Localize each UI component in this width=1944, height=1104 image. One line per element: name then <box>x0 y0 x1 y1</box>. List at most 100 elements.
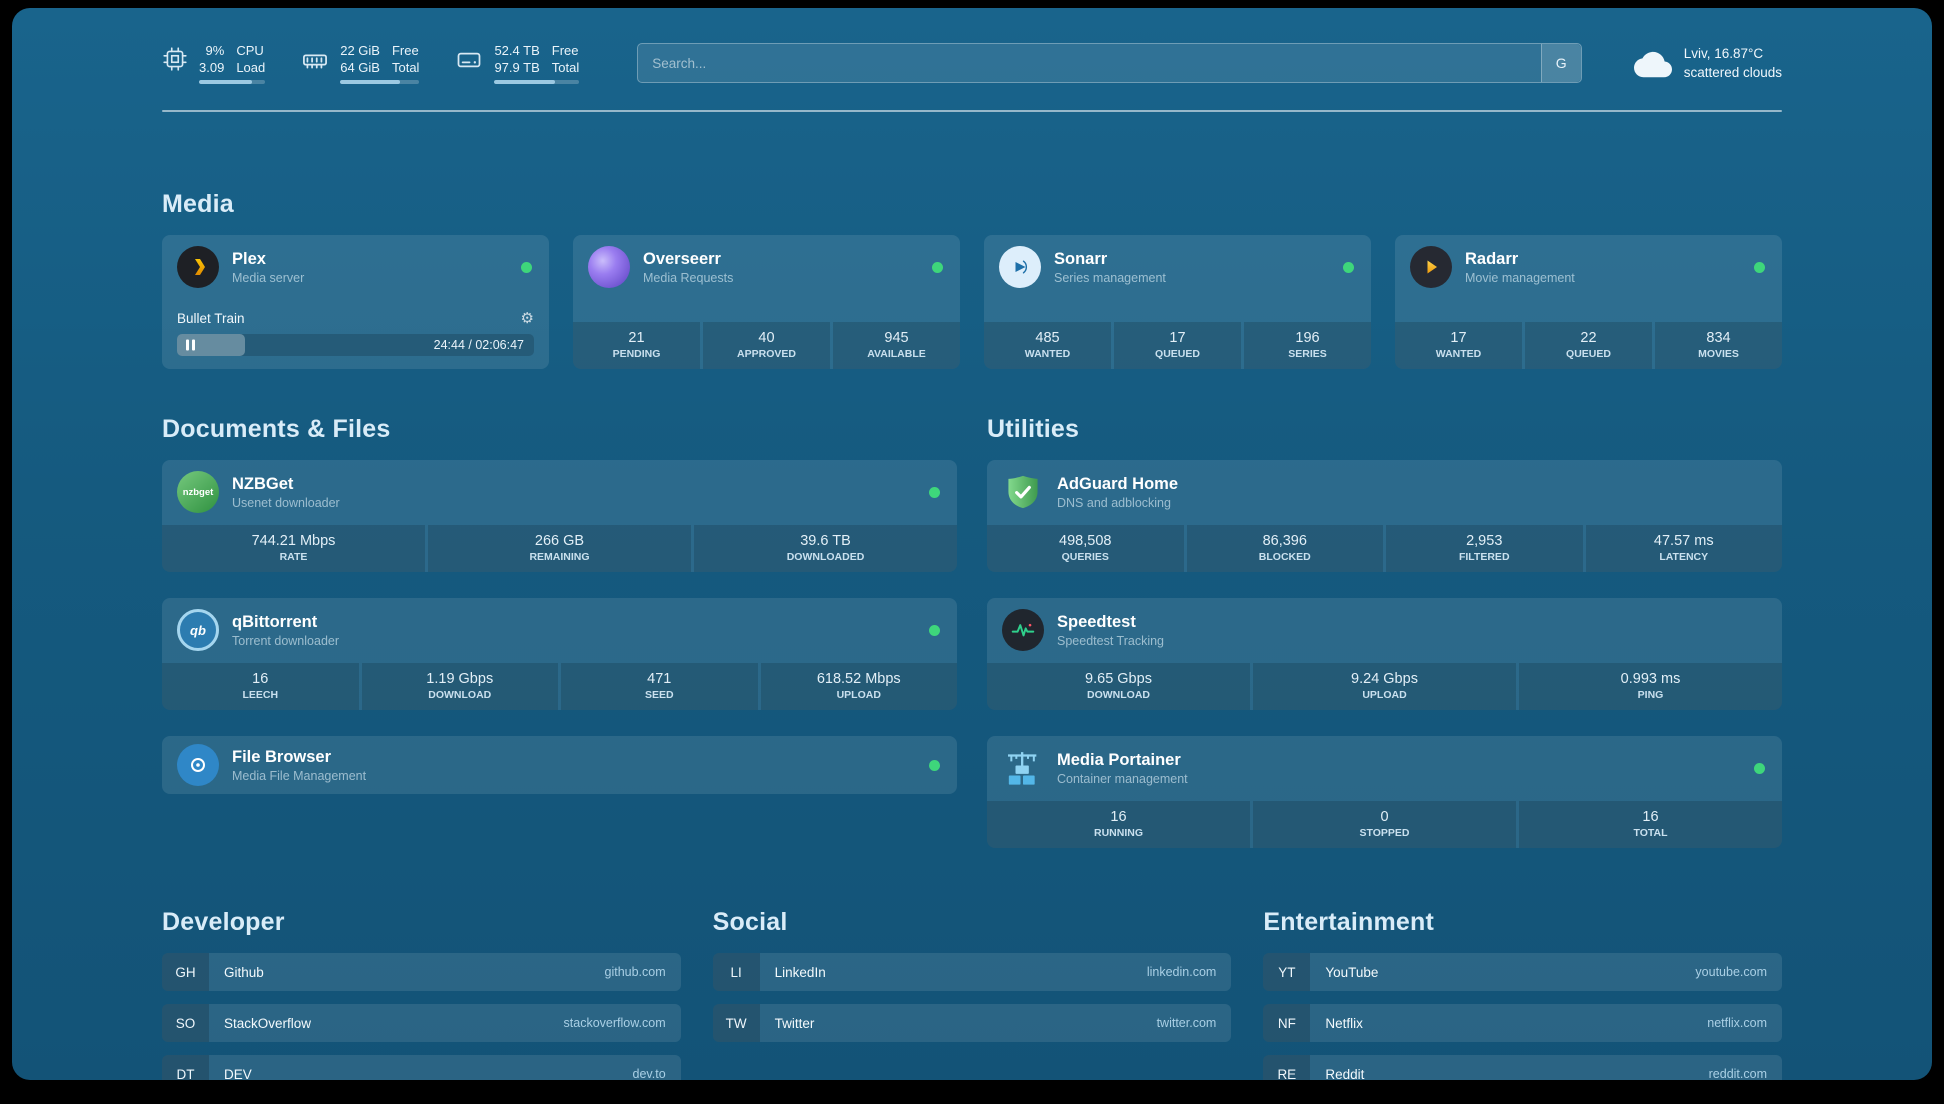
section-title-developer: Developer <box>162 908 285 936</box>
middle-columns: Documents & Files nzbget NZBGet Usenet d… <box>162 415 1782 848</box>
bookmark-netflix[interactable]: NF Netflix netflix.com <box>1263 1004 1782 1042</box>
stat-value: 86,396 <box>1262 533 1307 549</box>
nzbget-icon: nzbget <box>177 471 219 513</box>
service-stats: 17 WANTED 22 QUEUED 834 MOVIES <box>1395 322 1782 369</box>
status-dot <box>929 486 940 498</box>
section-title-social: Social <box>712 908 788 936</box>
service-text: Speedtest Speedtest Tracking <box>1057 612 1164 649</box>
service-card-plex[interactable]: Plex Media server Bullet Train ⚙ <box>162 235 549 369</box>
pause-icon[interactable] <box>186 339 195 351</box>
service-name: Media Portainer <box>1057 750 1181 769</box>
bookmark-group-developer: Developer GH Github github.com SO StackO… <box>162 908 681 1080</box>
status-dot <box>1343 261 1354 273</box>
service-card-sonarr[interactable]: Sonarr Series management 485 WANTED 17 QUE… <box>984 235 1371 369</box>
section-documents: Documents & Files nzbget NZBGet Usenet d… <box>162 415 957 848</box>
bookmark-abbr: GH <box>162 953 209 991</box>
bookmark-github[interactable]: GH Github github.com <box>162 953 681 991</box>
bookmark-twitter[interactable]: TW Twitter twitter.com <box>712 1004 1232 1042</box>
stat-value: 471 <box>647 671 672 687</box>
stat-label: APPROVED <box>737 348 796 360</box>
cpu-usage-bar <box>199 80 266 84</box>
service-head: Radarr Movie management <box>1395 235 1782 299</box>
stat-value: 266 GB <box>534 533 585 549</box>
bookmark-youtube[interactable]: YT YouTube youtube.com <box>1263 953 1782 991</box>
service-name: Sonarr <box>1054 249 1108 268</box>
bookmark-domain: netflix.com <box>1707 1016 1767 1030</box>
radarr-icon <box>1410 246 1452 288</box>
cpu-load: 3.09 <box>199 60 225 75</box>
stat-label: SERIES <box>1288 348 1327 360</box>
stat-value: 618.52 Mbps <box>816 671 901 687</box>
service-card-overseerr[interactable]: Overseerr Media Requests 21 PENDING 40 APP… <box>573 235 960 369</box>
stat: 86,396 BLOCKED <box>1186 525 1383 572</box>
stat: 266 GB REMAINING <box>428 525 691 572</box>
stat: 40 APPROVED <box>703 322 830 369</box>
bookmark-name: StackOverflow <box>224 1015 312 1031</box>
bookmark-name: YouTube <box>1325 964 1379 980</box>
stat-label: RATE <box>279 551 308 563</box>
stat: 834 MOVIES <box>1655 322 1782 369</box>
stat: 0 STOPPED <box>1253 801 1516 848</box>
playback-progress-bar[interactable]: 24:44 / 02:06:47 <box>177 334 534 356</box>
stat: 196 SERIES <box>1244 322 1371 369</box>
search-provider-button[interactable]: G <box>1540 44 1581 82</box>
sonarr-icon <box>999 246 1041 288</box>
weather-location: Lviv, 16.87°C <box>1683 46 1764 61</box>
service-text: NZBGet Usenet downloader <box>232 474 340 511</box>
service-card-adguard[interactable]: AdGuard Home DNS and adblocking 498,508 Q… <box>987 460 1782 572</box>
gear-icon[interactable]: ⚙ <box>520 310 534 327</box>
stat: 16 LEECH <box>162 663 359 710</box>
service-subtitle: Series management <box>1054 270 1166 285</box>
stat: 22 QUEUED <box>1525 322 1652 369</box>
stat: 744.21 Mbps RATE <box>162 525 425 572</box>
disk-usage-bar <box>494 80 580 84</box>
service-card-portainer[interactable]: Media Portainer Container management 16 R… <box>987 736 1782 848</box>
cpu-percent: 9% <box>205 43 225 58</box>
section-media: Media Plex Media server <box>162 190 1782 369</box>
bookmark-abbr: SO <box>162 1004 209 1042</box>
service-card-speedtest[interactable]: Speedtest Speedtest Tracking 9.65 Gbps DO… <box>987 598 1782 710</box>
service-head: Plex Media server <box>162 235 549 299</box>
bookmark-abbr: LI <box>712 953 760 991</box>
bookmarks: Developer GH Github github.com SO StackO… <box>162 908 1782 1080</box>
status-dot <box>1754 762 1765 774</box>
search-input[interactable] <box>637 43 1582 83</box>
stat-value: 834 <box>1706 330 1731 346</box>
status-dot <box>932 261 943 273</box>
disk-free: 52.4 TB <box>494 43 540 58</box>
bookmark-reddit[interactable]: RE Reddit reddit.com <box>1263 1055 1782 1080</box>
weather-widget: Lviv, 16.87°C scattered clouds <box>1633 44 1782 82</box>
service-name: Radarr <box>1465 249 1519 268</box>
overseerr-icon <box>588 246 630 288</box>
service-stats: 16 LEECH 1.19 Gbps DOWNLOAD 471 SEED 618.52… <box>162 663 957 710</box>
service-card-filebrowser[interactable]: File Browser Media File Management <box>162 736 957 794</box>
stat-label: WANTED <box>1024 348 1071 360</box>
service-text: Overseerr Media Requests <box>643 249 733 286</box>
service-card-radarr[interactable]: Radarr Movie management 17 WANTED 22 QUEUE… <box>1395 235 1782 369</box>
stat: 485 WANTED <box>984 322 1111 369</box>
stat-value: 1.19 Gbps <box>426 671 494 687</box>
bookmark-name: Github <box>224 964 264 980</box>
service-name: File Browser <box>232 747 332 766</box>
service-card-qbittorrent[interactable]: qb qBittorrent Torrent downloader 16 LEEC… <box>162 598 957 710</box>
service-text: Media Portainer Container management <box>1057 750 1188 787</box>
service-subtitle: Container management <box>1057 771 1188 786</box>
bookmark-dev[interactable]: DT DEV dev.to <box>162 1055 681 1080</box>
disk-widget: 52.4 TB Free 97.9 TB Total <box>455 42 580 84</box>
stat: 1.19 Gbps DOWNLOAD <box>361 663 558 710</box>
stat-value: 17 <box>1450 330 1467 346</box>
bookmark-domain: youtube.com <box>1695 965 1767 979</box>
bookmark-linkedin[interactable]: LI LinkedIn linkedin.com <box>712 953 1232 991</box>
memory-usage-bar <box>340 80 420 84</box>
bookmark-abbr: NF <box>1263 1004 1311 1042</box>
stat-label: BLOCKED <box>1258 551 1311 563</box>
bookmark-stackoverflow[interactable]: SO StackOverflow stackoverflow.com <box>162 1004 681 1042</box>
service-stats: 9.65 Gbps DOWNLOAD 9.24 Gbps UPLOAD 0.993 … <box>987 663 1782 710</box>
service-card-nzbget[interactable]: nzbget NZBGet Usenet downloader 744.21 M… <box>162 460 957 572</box>
stat-label: SEED <box>644 689 674 701</box>
service-subtitle: Media Requests <box>643 270 734 285</box>
stat: 17 WANTED <box>1395 322 1522 369</box>
stat-label: AVAILABLE <box>867 348 926 360</box>
bookmark-name: DEV <box>224 1066 252 1081</box>
stat-value: 9.24 Gbps <box>1351 671 1418 687</box>
